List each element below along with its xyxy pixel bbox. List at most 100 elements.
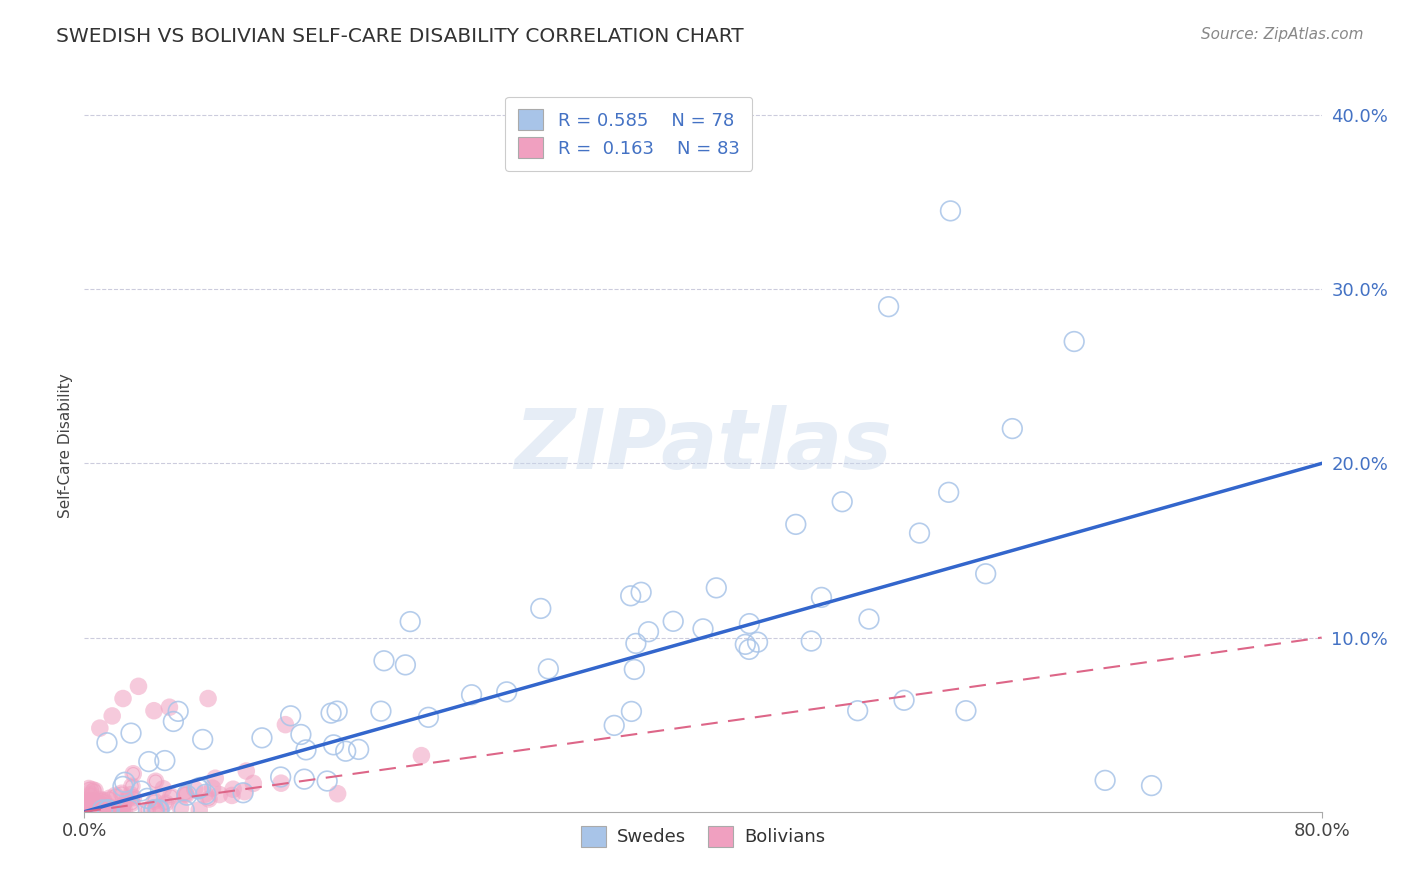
Point [77, 803, 100, 817]
Point [662, 615, 685, 629]
Point [292, 772, 315, 786]
Text: SWEDISH VS BOLIVIAN SELF-CARE DISABILITY CORRELATION CHART: SWEDISH VS BOLIVIAN SELF-CARE DISABILITY… [56, 27, 744, 45]
Point [411, 748, 433, 763]
Point [84, 783, 107, 797]
Point [335, 744, 357, 758]
Point [79, 793, 101, 807]
Point [274, 717, 297, 731]
Point [75, 803, 97, 817]
Point [143, 803, 166, 817]
Point [79, 793, 101, 807]
Point [112, 797, 135, 812]
Point [98, 791, 121, 805]
Point [290, 727, 312, 741]
Point [129, 784, 152, 798]
Point [190, 780, 212, 795]
Point [98, 799, 121, 814]
Point [93, 794, 115, 808]
Point [295, 743, 318, 757]
Point [877, 300, 900, 314]
Point [955, 704, 977, 718]
Point [105, 803, 128, 817]
Point [734, 637, 756, 651]
Point [86, 803, 108, 817]
Point [810, 591, 832, 605]
Point [93, 794, 115, 808]
Point [76, 796, 98, 810]
Point [82, 803, 104, 817]
Point [115, 792, 138, 806]
Point [370, 704, 392, 718]
Point [704, 581, 727, 595]
Point [104, 789, 127, 803]
Point [79, 795, 101, 809]
Point [785, 517, 807, 532]
Point [98, 803, 121, 817]
Point [800, 634, 823, 648]
Point [101, 803, 124, 817]
Point [90, 803, 112, 817]
Point [270, 770, 292, 784]
Point [173, 803, 195, 817]
Point [91, 803, 114, 817]
Point [235, 764, 257, 778]
Point [1094, 773, 1116, 788]
Point [89, 797, 111, 811]
Point [167, 704, 190, 718]
Point [75, 803, 97, 817]
Point [347, 742, 370, 756]
Point [120, 788, 142, 802]
Point [280, 708, 302, 723]
Point [394, 657, 416, 672]
Point [111, 802, 134, 816]
Point [160, 789, 183, 804]
Point [83, 803, 105, 817]
Point [87, 803, 110, 817]
Point [108, 803, 131, 817]
Point [145, 774, 167, 789]
Point [122, 766, 145, 780]
Point [846, 704, 869, 718]
Point [242, 776, 264, 790]
Point [630, 585, 652, 599]
Point [103, 803, 125, 817]
Point [103, 803, 125, 817]
Point [94, 803, 117, 817]
Point [208, 788, 231, 802]
Point [80, 797, 103, 811]
Point [98, 799, 121, 814]
Point [80, 797, 103, 811]
Text: Source: ZipAtlas.com: Source: ZipAtlas.com [1201, 27, 1364, 42]
Point [623, 662, 645, 676]
Point [121, 797, 143, 811]
Point [104, 789, 127, 803]
Point [115, 792, 138, 806]
Point [76, 803, 98, 817]
Point [77, 781, 100, 796]
Point [326, 704, 349, 718]
Point [159, 700, 180, 714]
Point [176, 788, 198, 802]
Point [198, 792, 221, 806]
Point [103, 803, 125, 817]
Point [620, 589, 643, 603]
Point [112, 691, 135, 706]
Point [86, 803, 108, 817]
Point [149, 799, 172, 814]
Point [90, 797, 112, 811]
Point [80, 803, 103, 817]
Point [122, 790, 145, 805]
Point [77, 781, 100, 796]
Point [692, 622, 714, 636]
Point [145, 774, 167, 789]
Y-axis label: Self-Care Disability: Self-Care Disability [58, 374, 73, 518]
Point [80, 803, 103, 817]
Point [187, 781, 209, 796]
Point [143, 794, 166, 808]
Point [86, 803, 108, 817]
Point [136, 791, 159, 805]
Point [101, 803, 124, 817]
Point [121, 779, 143, 793]
Point [98, 803, 121, 817]
Point [111, 780, 134, 794]
